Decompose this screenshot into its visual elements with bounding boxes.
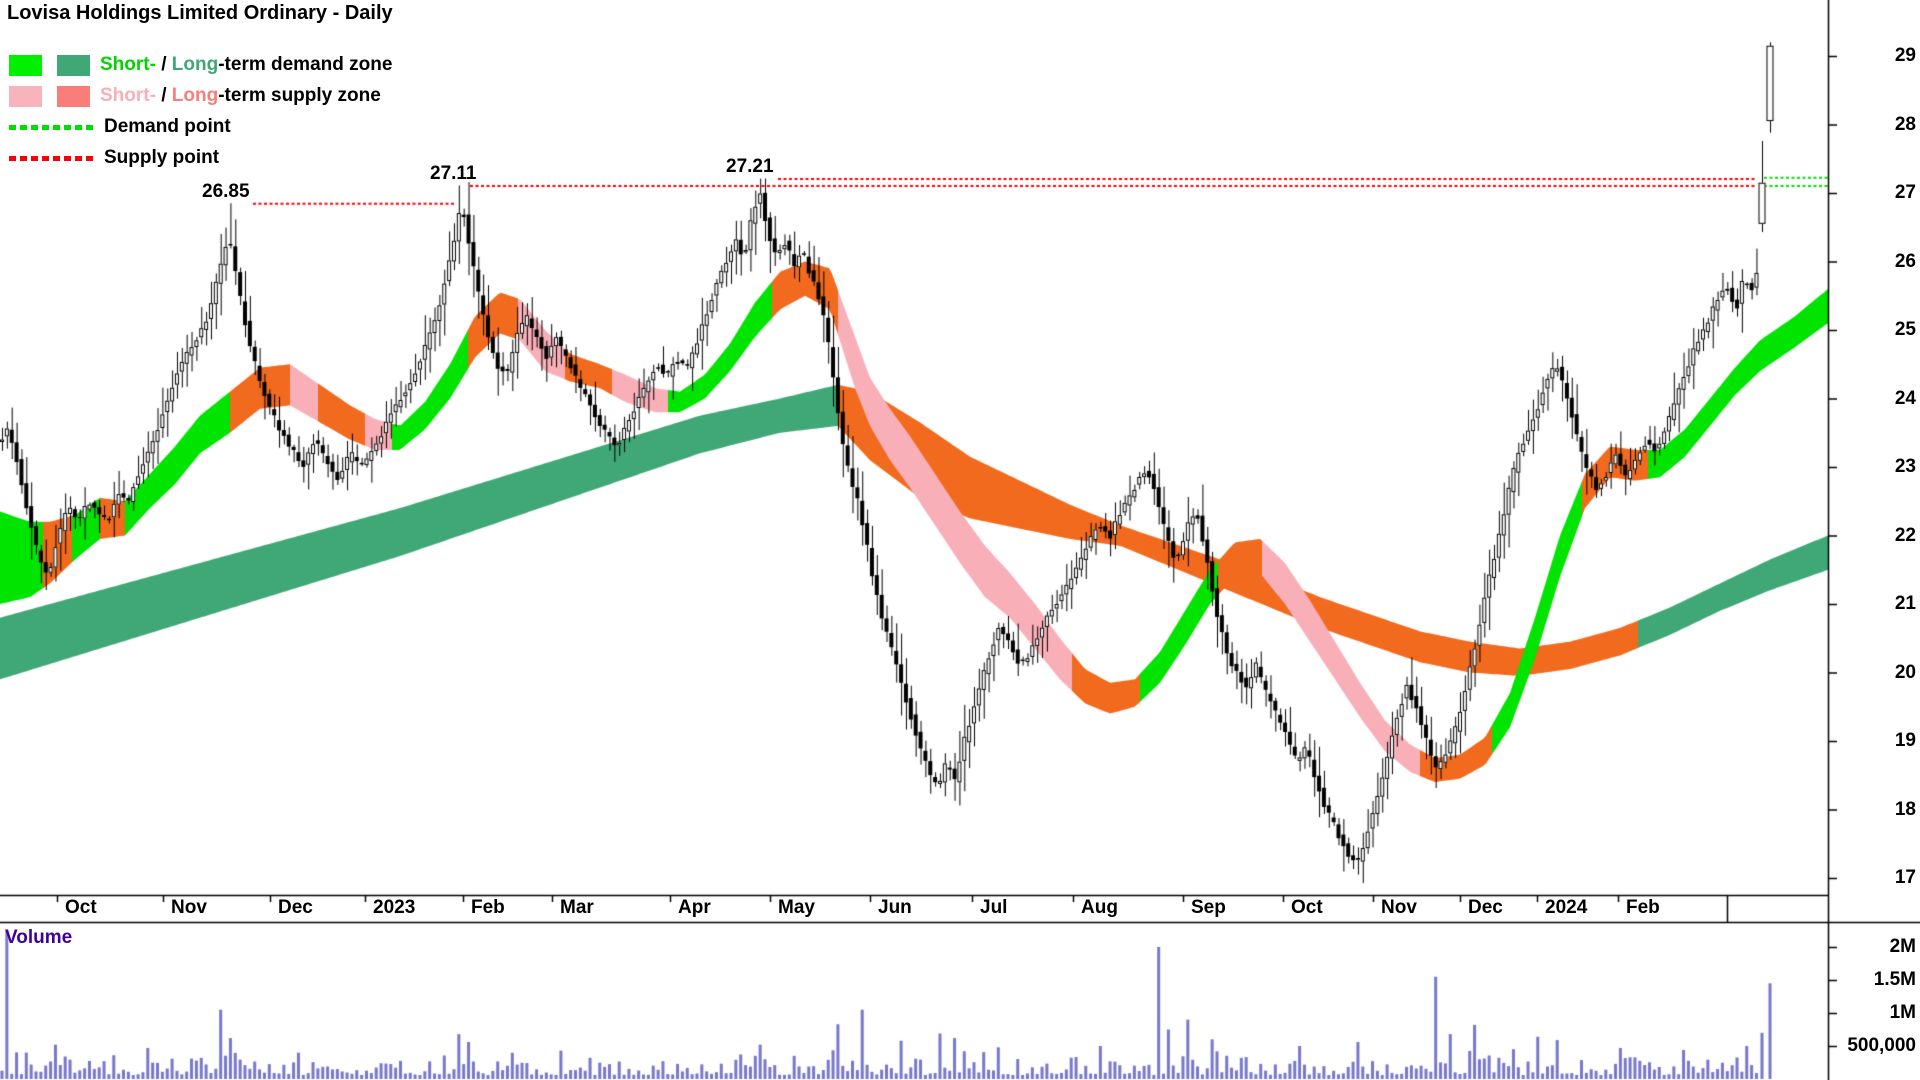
legend-demand-rest: -term demand zone — [218, 54, 393, 75]
month-axis-label: Dec — [278, 897, 313, 918]
legend-long-demand-label: Long — [171, 54, 219, 75]
price-axis-label: 18 — [1894, 798, 1916, 820]
volume-axis-label: 2M — [1889, 936, 1916, 957]
month-axis-label: Oct — [65, 897, 97, 918]
volume-axis-label: 1M — [1889, 1002, 1916, 1023]
short-supply-swatch-icon — [9, 85, 42, 107]
month-axis-label: 2023 — [373, 897, 416, 918]
price-axis-label: 28 — [1894, 113, 1916, 135]
chart-title: Lovisa Holdings Limited Ordinary - Daily — [7, 2, 393, 24]
month-axis-label: Apr — [678, 897, 711, 918]
legend-short-demand-label: Short- — [100, 54, 156, 75]
price-axis-label: 29 — [1894, 45, 1916, 66]
price-axis-label: 25 — [1894, 319, 1916, 340]
month-axis-label: Feb — [1626, 897, 1660, 918]
month-axis-label: 2024 — [1545, 897, 1588, 918]
legend-row-supply-zone: Short- / Long-term supply zone — [9, 85, 392, 107]
legend: Short- / Long-term demand zone Short- / … — [9, 54, 392, 178]
month-axis-label: Nov — [1381, 897, 1417, 918]
volume-panel-title: Volume — [5, 927, 73, 948]
price-axis-label: 19 — [1894, 730, 1916, 751]
price-annotation-label: 26.85 — [202, 181, 250, 202]
legend-long-supply-label: Long — [171, 85, 219, 106]
legend-supply-rest: -term supply zone — [218, 85, 381, 106]
month-axis-label: Jul — [980, 897, 1008, 918]
legend-row-demand-zone: Short- / Long-term demand zone — [9, 54, 392, 76]
legend-row-demand-point: Demand point — [9, 116, 392, 138]
legend-supply-point-label: Supply point — [104, 147, 220, 168]
price-axis-label: 22 — [1894, 524, 1916, 546]
price-axis-label: 21 — [1894, 593, 1916, 614]
legend-demand-point-label: Demand point — [104, 116, 231, 137]
price-axis-label: 24 — [1894, 387, 1916, 409]
month-axis-label: May — [778, 897, 815, 918]
volume-axis-label: 500,000 — [1847, 1035, 1916, 1056]
price-annotation-label: 27.11 — [430, 163, 477, 184]
price-axis-label: 23 — [1894, 456, 1916, 477]
price-axis-label: 27 — [1894, 182, 1916, 203]
legend-sep: / — [155, 54, 172, 75]
price-axis-label: 17 — [1894, 867, 1916, 888]
demand-point-line-icon — [9, 124, 95, 130]
volume-axis-label: 1.5M — [1873, 969, 1916, 990]
price-annotation-label: 27.21 — [726, 156, 774, 177]
long-demand-swatch-icon — [57, 54, 90, 76]
month-axis-label: Mar — [560, 897, 594, 918]
month-axis-label: Sep — [1191, 897, 1226, 918]
month-axis-label: Jun — [878, 897, 912, 918]
legend-short-supply-label: Short- — [100, 85, 156, 106]
month-axis-label: Nov — [171, 897, 207, 918]
supply-point-line-icon — [9, 155, 95, 161]
legend-sep: / — [155, 85, 172, 106]
legend-row-supply-point: Supply point — [9, 147, 392, 169]
price-axis-label: 26 — [1894, 250, 1916, 272]
month-axis-label: Feb — [471, 897, 505, 918]
month-axis-label: Aug — [1081, 897, 1118, 918]
month-axis-label: Oct — [1291, 897, 1323, 918]
price-axis-label: 20 — [1894, 661, 1916, 683]
month-axis-label: Dec — [1468, 897, 1503, 918]
long-supply-swatch-icon — [57, 85, 90, 107]
short-demand-swatch-icon — [9, 54, 42, 76]
